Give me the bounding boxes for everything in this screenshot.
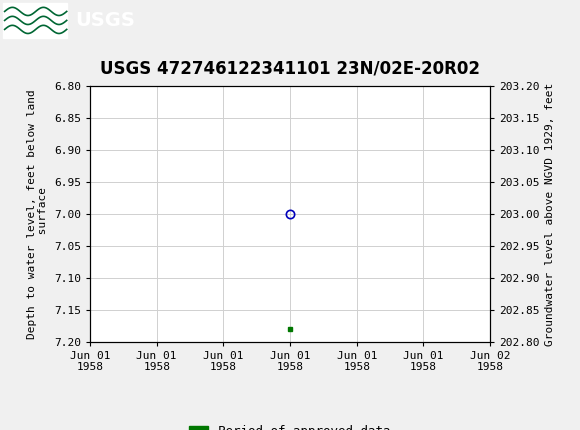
Legend: Period of approved data: Period of approved data bbox=[184, 420, 396, 430]
Text: USGS: USGS bbox=[75, 11, 135, 30]
Bar bbox=[3, 3, 67, 37]
Text: USGS 472746122341101 23N/02E-20R02: USGS 472746122341101 23N/02E-20R02 bbox=[100, 59, 480, 77]
Y-axis label: Depth to water level, feet below land
 surface: Depth to water level, feet below land su… bbox=[27, 89, 48, 339]
Y-axis label: Groundwater level above NGVD 1929, feet: Groundwater level above NGVD 1929, feet bbox=[545, 82, 555, 346]
